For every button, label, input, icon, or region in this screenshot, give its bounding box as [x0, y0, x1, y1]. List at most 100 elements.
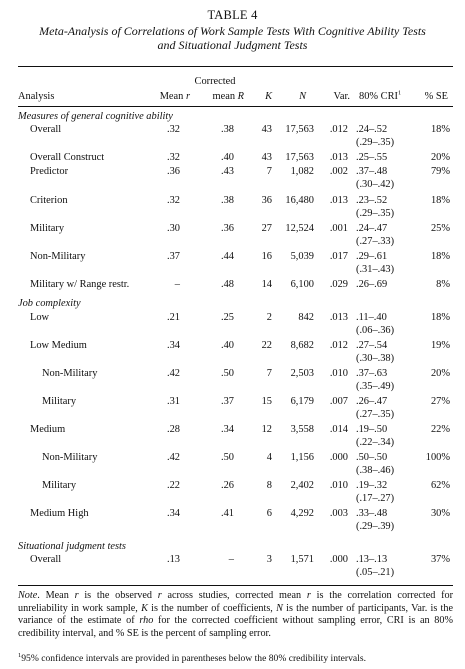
table-title-line-2: and Situational Judgment Tests — [157, 38, 308, 52]
cell-se: 18% — [430, 124, 450, 135]
cell-r: .42 — [167, 452, 180, 463]
cell-se: 19% — [430, 340, 450, 351]
cell-var: .000 — [329, 554, 348, 565]
cell-n: 3,558 — [290, 424, 314, 435]
cell-var: .013 — [329, 312, 348, 323]
cell-cri: .24–.52 — [356, 124, 388, 135]
cell-n: 8,682 — [290, 340, 314, 351]
cell-n: 1,571 — [290, 554, 314, 565]
cell-var: .029 — [329, 279, 348, 290]
cell-r: .32 — [167, 152, 180, 163]
cell-r: .30 — [167, 223, 180, 234]
cell-cri: .26–.69 — [356, 279, 388, 290]
cell-corrected-R: .50 — [221, 368, 234, 379]
cell-ci: (.35–.49) — [356, 381, 395, 392]
cell-r: .32 — [167, 124, 180, 135]
cell-n: 1,082 — [290, 166, 314, 177]
cell-corrected-R: .25 — [221, 312, 234, 323]
cell-se: 20% — [430, 368, 450, 379]
cell-var: .000 — [329, 452, 348, 463]
cell-se: 37% — [430, 554, 450, 565]
header-cri-label: 80% CRI — [359, 91, 398, 102]
cell-k: 8 — [266, 480, 272, 491]
section-heading: Job complexity — [18, 298, 81, 309]
cell-corrected-R: .26 — [221, 480, 234, 491]
cell-k: 36 — [261, 195, 272, 206]
header-mean-r: Mean r — [130, 91, 190, 103]
cell-k: 6 — [266, 508, 272, 519]
row-label: Low Medium — [30, 340, 87, 351]
cell-cri: .25–.55 — [356, 152, 388, 163]
header-analysis: Analysis — [18, 91, 55, 102]
cell-corrected-R: .34 — [221, 424, 234, 435]
cell-ci: (.22–.34) — [356, 437, 395, 448]
cell-k: 15 — [261, 396, 272, 407]
cell-k: 7 — [266, 368, 272, 379]
cell-ci: (.05–.21) — [356, 567, 395, 578]
cell-corrected-R: .40 — [221, 340, 234, 351]
cell-se: 30% — [430, 508, 450, 519]
cell-n: 17,563 — [285, 152, 314, 163]
cell-r: .22 — [167, 480, 180, 491]
table-title: Meta-Analysis of Correlations of Work Sa… — [12, 24, 453, 52]
cell-cri: .11–.40 — [356, 312, 387, 323]
cell-se: 62% — [430, 480, 450, 491]
cell-var: .017 — [329, 251, 348, 262]
cell-cri: .13–.13 — [356, 554, 388, 565]
cell-var: .010 — [329, 480, 348, 491]
cell-se: 18% — [430, 312, 450, 323]
cell-ci: (.29–.35) — [356, 137, 395, 148]
cell-cri: .24–.47 — [356, 223, 388, 234]
cell-r: .34 — [167, 508, 180, 519]
header-cri-footnote-mark: 1 — [397, 89, 402, 97]
cell-k: 4 — [266, 452, 272, 463]
cell-ci: (.06–.36) — [356, 325, 395, 336]
cell-r: – — [174, 279, 180, 290]
cell-cri: .37–.48 — [356, 166, 388, 177]
cell-cri: .26–.47 — [356, 396, 388, 407]
cell-ci: (.17–.27) — [356, 493, 395, 504]
row-label: Medium — [30, 424, 66, 435]
cell-k: 22 — [261, 340, 272, 351]
cell-cri: .23–.52 — [356, 195, 388, 206]
cell-var: .001 — [329, 223, 348, 234]
row-label: Overall Construct — [30, 152, 105, 163]
cell-var: .013 — [329, 195, 348, 206]
cell-n: 2,402 — [290, 480, 314, 491]
cell-cri: .29–.61 — [356, 251, 388, 262]
row-label: Military — [42, 480, 77, 491]
row-label: Low — [30, 312, 50, 323]
section-heading: Situational judgment tests — [18, 541, 126, 552]
cell-se: 22% — [430, 424, 450, 435]
cell-k: 7 — [266, 166, 272, 177]
cell-r: .32 — [167, 195, 180, 206]
cell-cri: .27–.54 — [356, 340, 388, 351]
table-number: TABLE 4 — [207, 8, 258, 22]
cell-se: 18% — [430, 195, 450, 206]
header-mean-r-symbol: r — [185, 91, 190, 102]
cell-ci: (.38–.46) — [356, 465, 395, 476]
cell-k: 16 — [261, 251, 272, 262]
cell-n: 2,503 — [290, 368, 314, 379]
table-footnote: 195% confidence intervals are provided i… — [18, 652, 458, 665]
cell-var: .014 — [329, 424, 348, 435]
header-mean-R-symbol: R — [237, 91, 244, 102]
cell-corrected-R: .43 — [221, 166, 234, 177]
cell-ci: (.27–.35) — [356, 409, 395, 420]
cell-r: .28 — [167, 424, 180, 435]
row-label: Non-Military — [30, 251, 86, 262]
cell-ci: (.27–.33) — [356, 236, 395, 247]
table-title-line-1: Meta-Analysis of Correlations of Work Sa… — [39, 24, 426, 38]
cell-r: .13 — [167, 554, 180, 565]
row-label: Non-Military — [42, 368, 98, 379]
footnote-text: 95% confidence intervals are provided in… — [21, 653, 366, 664]
cell-se: 20% — [430, 152, 450, 163]
cell-var: .010 — [329, 368, 348, 379]
cell-cri: .50–.50 — [356, 452, 388, 463]
cell-corrected-R: .37 — [221, 396, 234, 407]
cell-corrected-R: .41 — [221, 508, 234, 519]
row-label: Military — [42, 396, 77, 407]
cell-corrected-R: .40 — [221, 152, 234, 163]
cell-n: 6,179 — [290, 396, 314, 407]
